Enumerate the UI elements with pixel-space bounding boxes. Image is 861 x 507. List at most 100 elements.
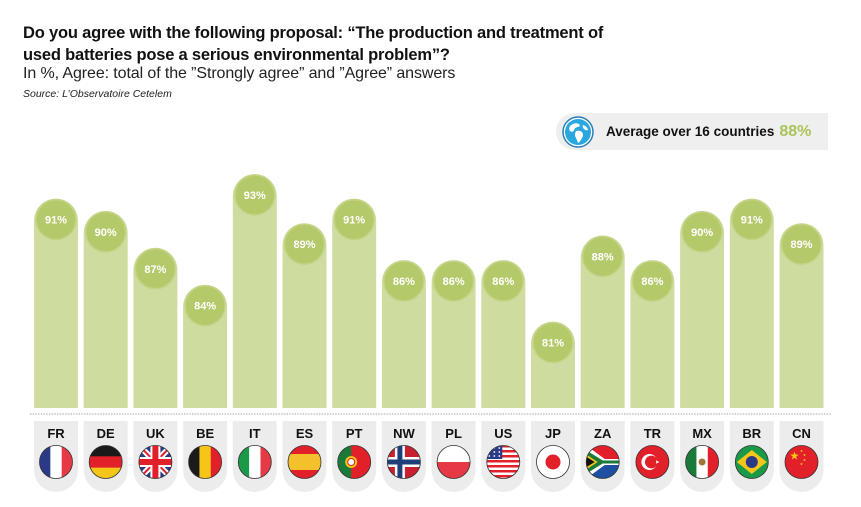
value-bubble: [532, 321, 574, 364]
country-code: PL: [445, 426, 462, 441]
country-code: US: [494, 426, 512, 441]
data-label: 86%: [443, 276, 465, 288]
bar-group: 90%: [83, 210, 128, 408]
bar-group: 86%: [381, 260, 426, 408]
data-label: 86%: [641, 276, 663, 288]
spain-flag-icon: [287, 445, 322, 479]
country-code: ES: [296, 426, 314, 441]
bar: [729, 198, 774, 408]
data-label: 90%: [95, 227, 117, 239]
bar-group: 91%: [332, 198, 377, 408]
country-tab: MX: [680, 421, 725, 493]
bar-group: 90%: [680, 210, 725, 408]
bar-group: 93%: [232, 174, 277, 408]
country-code: UK: [146, 426, 165, 441]
country-code: IT: [249, 426, 261, 441]
value-bubble: [283, 223, 326, 265]
china-flag-icon: [784, 445, 819, 479]
portugal-flag-icon: [337, 445, 372, 479]
bar-group: 89%: [779, 223, 824, 408]
country-tab: TR: [630, 421, 675, 493]
data-label: 86%: [492, 276, 514, 288]
country-tab: NW: [381, 421, 426, 493]
bar: [680, 210, 725, 408]
country-tab: ES: [282, 421, 327, 493]
value-bubble: [84, 211, 127, 253]
country-tab: JP: [531, 421, 575, 492]
value-bubble: [383, 260, 425, 302]
norway-flag-icon: [386, 445, 421, 479]
country-tab: PL: [431, 421, 476, 493]
bar: [282, 223, 327, 408]
data-label: 91%: [741, 215, 763, 227]
bar: [332, 198, 377, 408]
bar-group: 86%: [630, 260, 675, 408]
country-tab: DE: [83, 421, 128, 493]
belgium-flag-icon: [188, 445, 223, 479]
japan-flag-icon: [536, 445, 570, 479]
usa-flag-icon: [486, 445, 521, 479]
value-bubble: [482, 260, 525, 302]
country-code: DE: [97, 426, 115, 441]
bar: [779, 223, 824, 408]
value-bubble: [780, 223, 823, 265]
chart-title: Do you agree with the following proposal…: [23, 24, 604, 64]
data-label: 88%: [592, 252, 614, 264]
country-code: CN: [792, 426, 811, 441]
country-code: NW: [393, 426, 415, 441]
country-tab: ZA: [580, 421, 625, 493]
value-bubble: [35, 198, 77, 241]
country-tab: CN: [779, 421, 824, 493]
bar-group: 86%: [431, 260, 476, 408]
brazil-flag-icon: [734, 445, 769, 479]
country-tab: IT: [232, 421, 277, 492]
country-tab: BE: [183, 421, 228, 493]
country-code: BE: [196, 426, 214, 441]
data-label: 90%: [691, 227, 713, 239]
country-code: MX: [692, 426, 712, 441]
average-badge: Average over 16 countries 88%: [556, 113, 828, 150]
france-flag-icon: [39, 445, 73, 479]
country-tab: BR: [729, 421, 774, 493]
data-label: 89%: [293, 239, 315, 251]
bar-group: 84%: [183, 284, 228, 408]
country-code: ZA: [594, 426, 612, 441]
value-bubble: [731, 198, 773, 241]
country-tab: PT: [332, 421, 377, 492]
average-value: 88%: [779, 122, 812, 140]
data-label: 84%: [194, 301, 216, 313]
value-bubble: [184, 284, 226, 327]
bar-group: 87%: [133, 247, 178, 408]
value-bubble: [234, 174, 276, 216]
bar: [232, 174, 277, 408]
bar: [34, 198, 78, 408]
value-bubble: [333, 198, 375, 241]
value-bubble: [631, 260, 674, 302]
data-label: 86%: [393, 276, 415, 288]
chart-source: Source: L’Observatoire Cetelem: [23, 88, 172, 100]
value-bubble: [432, 260, 475, 302]
bar: [83, 210, 128, 408]
turkey-flag-icon: [635, 445, 670, 479]
poland-flag-icon: [436, 445, 471, 479]
country-code: FR: [47, 426, 65, 441]
south-africa-flag-icon: [585, 445, 620, 479]
bar-group: 86%: [481, 260, 526, 408]
country-code: TR: [644, 426, 662, 441]
bar-group: 91%: [729, 198, 774, 408]
data-label: 91%: [45, 215, 67, 227]
value-bubble: [134, 248, 177, 290]
country-tab: US: [481, 421, 526, 493]
bar: [133, 247, 178, 408]
globe-icon: [562, 115, 594, 148]
country-code: PT: [346, 426, 363, 441]
data-label: 89%: [790, 239, 812, 251]
uk-flag-icon: [138, 445, 173, 479]
mexico-flag-icon: [685, 445, 719, 479]
data-label: 93%: [244, 190, 266, 202]
italy-flag-icon: [237, 445, 272, 479]
bar-group: 88%: [580, 235, 625, 408]
data-label: 91%: [343, 215, 365, 227]
country-code: BR: [742, 426, 761, 441]
bar-group: 91%: [34, 198, 78, 408]
